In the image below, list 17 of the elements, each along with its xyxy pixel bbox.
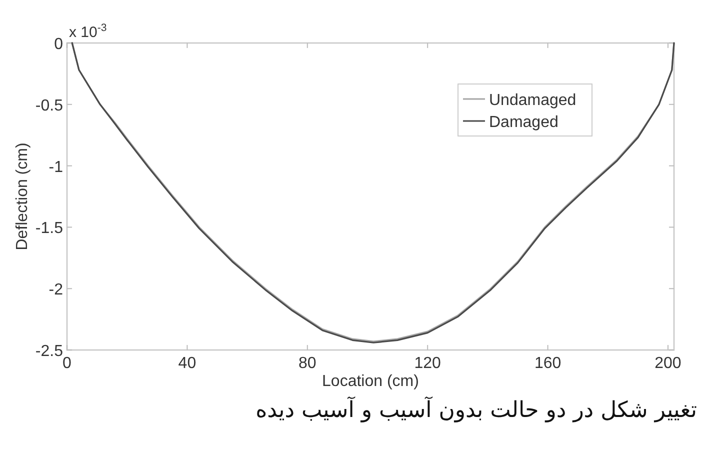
x-tick-label: 80 (298, 355, 316, 372)
y-tick-label: -2.5 (35, 343, 64, 360)
legend-label: Undamaged (489, 92, 576, 109)
x-tick-label: 200 (654, 355, 682, 372)
text: x 10$^{-3}$ (69, 22, 107, 41)
y-axis-title: Deflection (cm) (14, 142, 31, 250)
y-tick-label: -1 (48, 158, 64, 176)
x-axis-title: Location (cm) (322, 373, 419, 390)
x-tick-label: 120 (414, 355, 442, 372)
y-tick-label: 0 (54, 36, 64, 53)
x-tick-label: 40 (178, 355, 196, 372)
y-tick-label: -0.5 (35, 97, 64, 114)
y-tick-label: -2 (48, 282, 64, 299)
y-tick-label: -1.5 (35, 220, 64, 238)
text: تغییر شکل در دو حالت بدون آسیب و آسیب دیده (256, 398, 697, 423)
legend-label: Damaged (489, 114, 558, 131)
x-tick-label: 160 (534, 355, 562, 372)
